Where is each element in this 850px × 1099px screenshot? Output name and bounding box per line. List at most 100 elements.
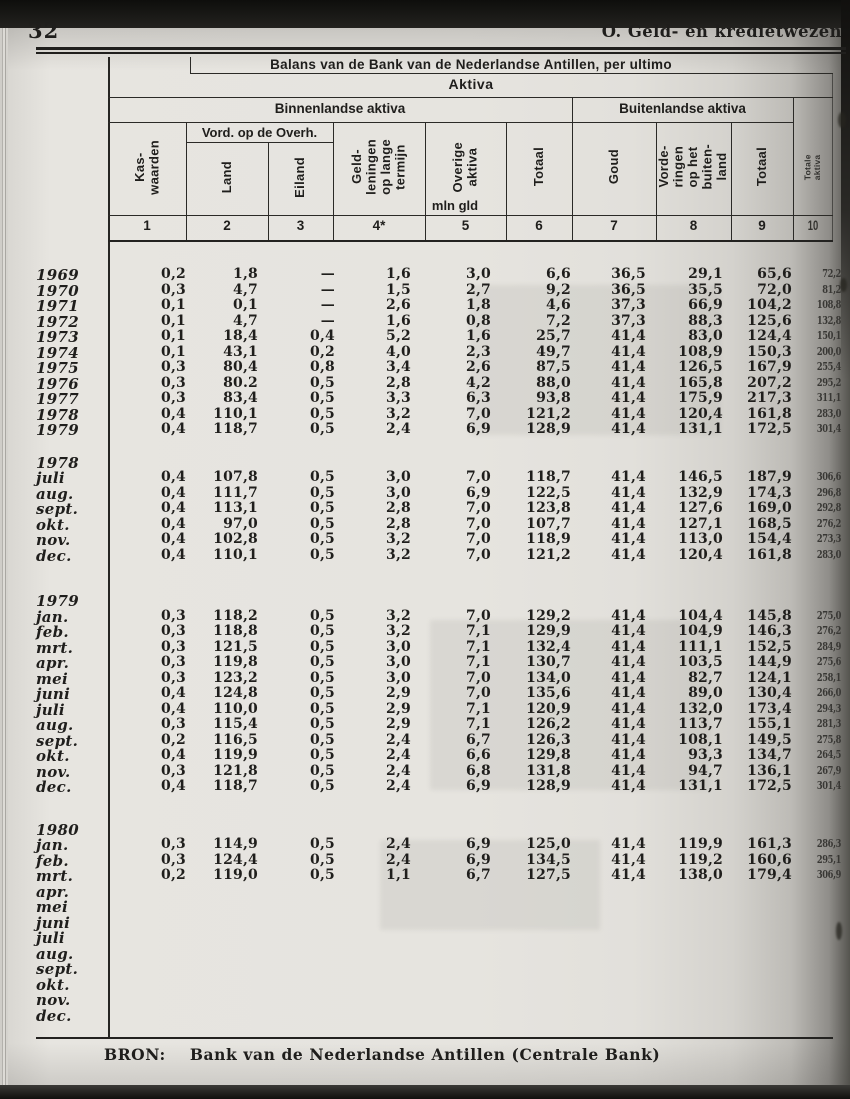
cell-col8: 108,1 [678,731,723,748]
cell-col2: 107,8 [213,469,258,485]
col-sep-8-9 [731,123,732,240]
table-row: 1975 0,3 80,4 0,8 3,4 2,6 87,5 41,4 126,5 167,9 25… [0,359,850,377]
cell-col8: 82,7 [688,669,723,686]
table-row: sept. 0,2 116,5 0,5 2,4 6,7 126,3 41,4 108,1 149,… [0,731,850,750]
cell-col8: 88,3 [688,312,723,329]
cell-col8: 127,1 [678,515,723,532]
cell-col4: 2,4 [386,731,411,748]
table-right-border [832,73,833,240]
cell-col9: 65,6 [757,266,792,282]
cell-col10: 283,0 [816,546,841,561]
table-row: 1978 0,4 110,1 0,5 3,2 7,0 121,2 41,4 120,4 161,8… [0,406,850,424]
cell-col3: 0,5 [310,654,335,670]
cell-col5: 7,1 [466,716,491,732]
column-number: 5 [461,218,470,233]
cell-col9: 125,6 [747,312,792,329]
unit-label: mln gld [431,198,479,213]
cell-col4: 1,1 [386,867,411,883]
group-header-claims-on-government: Vord. op de Overh. [201,125,318,140]
cell-col5: 7,0 [466,500,491,516]
table-row: 1970 0,3 4,7 — 1,5 2,7 9,2 36,5 35,5 72,0 81,2 [0,281,850,300]
cell-col5: 6,7 [466,867,491,883]
cell-col3: 0,5 [310,762,335,779]
cell-col2: 97,0 [223,515,258,532]
table-row: okt. 0,4 97,0 0,5 2,8 7,0 107,7 41,4 127,1 168,5 2… [0,515,850,534]
cell-col1: 0,3 [161,374,186,391]
cell-col1: 0,4 [161,421,186,437]
cell-col10: 284,9 [816,638,841,653]
col-sep-1-2 [186,123,187,240]
cell-col5: 7,0 [466,515,491,532]
cell-col5: 7,1 [466,623,491,639]
cell-col4: 2,8 [386,515,411,532]
table-row: dec. 0,4 110,1 0,5 3,2 7,0 121,2 41,4 120,4 161,8… [0,546,850,565]
column-header-totale-aktiva: Totale aktiva [803,154,823,180]
cell-col7: 37,3 [611,297,646,313]
cell-col6: 134,5 [526,851,571,868]
cell-col4: 2,6 [386,297,411,313]
cell-col7: 41,4 [611,836,646,852]
cell-col9: 167,9 [747,359,792,375]
cell-col3: 0,5 [310,607,335,624]
cell-col5: 6,9 [466,778,491,794]
row-label: 1971 [36,297,79,315]
cell-col2: 113,1 [213,500,258,516]
cell-col2: 102,8 [213,531,258,547]
cell-col10: 264,5 [816,747,841,761]
cell-col10: 266,0 [816,685,841,699]
row-label: sept. [36,731,79,750]
row-label: jan. [36,607,69,626]
cell-col7: 41,4 [611,515,646,532]
cell-col7: 41,4 [611,343,646,360]
cell-col3: 0,5 [310,700,335,717]
cell-col7: 41,4 [611,851,646,868]
table-row: juli 0,4 107,8 0,5 3,0 7,0 118,7 41,4 146,5 187,9… [0,469,850,487]
table-row: okt. 0,4 119,9 0,5 2,4 6,6 129,8 41,4 93,3 134,7 2… [0,747,850,765]
row-label: nov. [36,762,71,781]
cell-col4: 3,0 [386,654,411,670]
cell-col7: 41,4 [611,531,646,547]
row-label: dec. [36,1006,72,1025]
table-row: sept. 0,4 113,1 0,5 2,8 7,0 123,8 41,4 127,6 169,… [0,500,850,518]
cell-col1: 0,3 [161,390,186,406]
cell-col4: 3,4 [386,359,411,375]
cell-col10: 108,8 [816,297,841,311]
cell-col5: 7,0 [466,607,491,624]
cell-col3: 0,5 [310,500,335,516]
scan-bottom-band [0,1085,850,1099]
cell-col1: 0,3 [161,851,186,868]
cell-col10: 81,2 [822,281,841,296]
row-label: juli [36,929,65,947]
cell-col8: 89,0 [688,685,723,701]
cell-col4: 2,9 [386,700,411,717]
row-block: 1980 jan. 0,3 114,9 0,5 2,4 6,9 125,0 41,4 119,9 1… [0,821,850,1025]
cell-col7: 41,4 [611,762,646,779]
cell-col3: 0,5 [310,747,335,763]
row-label: okt. [36,747,70,765]
bleed-through-smudge [430,620,710,790]
row-label: feb. [36,851,69,870]
cell-col5: 7,0 [466,685,491,701]
cell-col3: 0,5 [310,716,335,732]
table-row: aug. 0,4 111,7 0,5 3,0 6,9 122,5 41,4 132,9 174,3… [0,484,850,503]
table-row: juni [0,914,850,932]
cell-col1: 0,4 [161,778,186,794]
cell-col3: 0,2 [310,343,335,360]
cell-col3: 0,5 [310,469,335,485]
cell-col5: 0,8 [466,312,491,329]
row-label: okt. [36,975,70,994]
table-row: 1971 0,1 0,1 — 2,6 1,8 4,6 37,3 66,9 104,2 108,8 [0,297,850,315]
row-block: 1969 0,2 1,8—1,6 3,0 6,6 36,5 29,1 65,6 72,2 1970… [0,266,850,439]
cell-col10: 306,6 [816,469,841,483]
cell-col1: 0,3 [161,836,186,852]
cell-col7: 41,4 [611,731,646,748]
cell-col10: 72,2 [822,266,841,280]
cell-col8: 103,5 [678,654,723,670]
table-row: 1969 0,2 1,8 — 1,6 3,0 6,6 36,5 29,1 65,6 72,2 [0,266,850,284]
row-label: mei [36,669,69,688]
cell-col2: 111,7 [213,484,258,501]
cell-col6: 120,9 [526,700,571,717]
cell-col4: 3,0 [386,469,411,485]
cell-col9: 187,9 [747,469,792,485]
table-row: feb. 0,3 118,8 0,5 3,2 7,1 129,9 41,4 104,9 146,3… [0,623,850,641]
